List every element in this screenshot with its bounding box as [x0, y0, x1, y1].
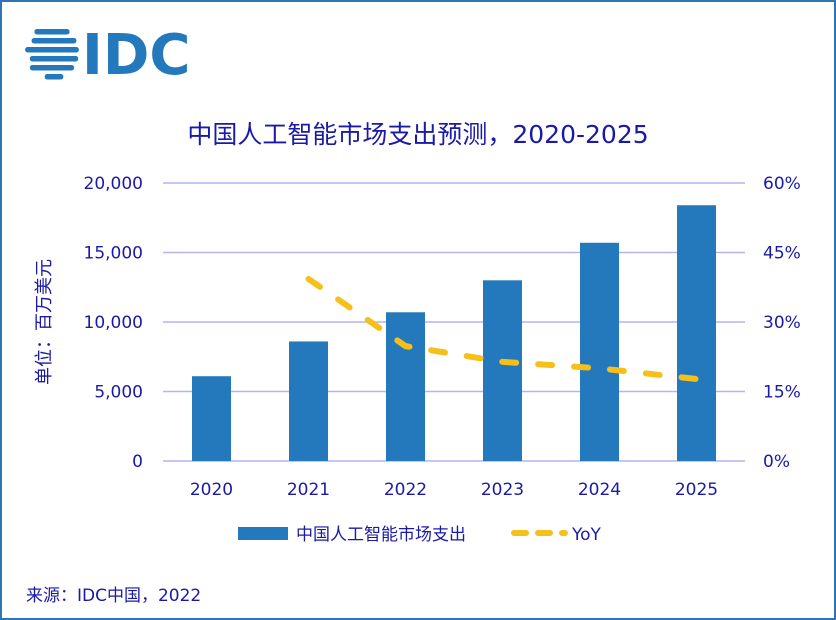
legend-bar-swatch — [238, 527, 288, 540]
legend-bar-label: 中国人工智能市场支出 — [296, 525, 466, 545]
y-right-tick-label: 45% — [763, 244, 801, 264]
y-right-tick-label: 60% — [763, 174, 801, 194]
legend-line-label: YoY — [571, 525, 602, 545]
x-tick-label: 2025 — [675, 480, 718, 500]
legend: 中国人工智能市场支出 YoY — [238, 525, 602, 545]
bar — [386, 312, 425, 461]
x-tick-label: 2021 — [287, 480, 330, 500]
logo-stripe — [44, 74, 64, 80]
bar — [192, 376, 231, 461]
bar — [580, 242, 619, 461]
x-tick-label: 2023 — [481, 480, 524, 500]
x-tick-label: 2022 — [384, 480, 427, 500]
y-left-tick-label: 5,000 — [94, 383, 143, 403]
y-right-tick-label: 0% — [763, 452, 790, 472]
y-right-tick-label: 15% — [763, 383, 801, 403]
idc-logo-text: IDC — [82, 23, 190, 88]
source-note: 来源：IDC中国，2022 — [26, 586, 201, 606]
bar — [289, 341, 328, 461]
bar — [677, 205, 716, 461]
idc-logo: IDC — [25, 23, 190, 88]
bar — [483, 280, 522, 461]
y-left-tick-label: 15,000 — [84, 244, 143, 264]
idc-globe-icon — [25, 29, 79, 80]
y-axis-label: 单位：百万美元 — [34, 259, 55, 385]
x-tick-label: 2020 — [190, 480, 233, 500]
y-left-tick-label: 20,000 — [84, 174, 143, 194]
y-left-tick-label: 10,000 — [84, 313, 143, 333]
x-tick-label: 2024 — [578, 480, 621, 500]
logo-stripe — [29, 56, 79, 62]
y-right-tick-label: 30% — [763, 313, 801, 333]
chart-title: 中国人工智能市场支出预测，2020-2025 — [187, 120, 648, 149]
logo-stripe — [25, 47, 79, 53]
logo-stripe — [34, 29, 70, 35]
y-left-tick-label: 0 — [132, 452, 143, 472]
logo-stripe — [29, 65, 75, 71]
logo-stripe — [31, 38, 77, 44]
